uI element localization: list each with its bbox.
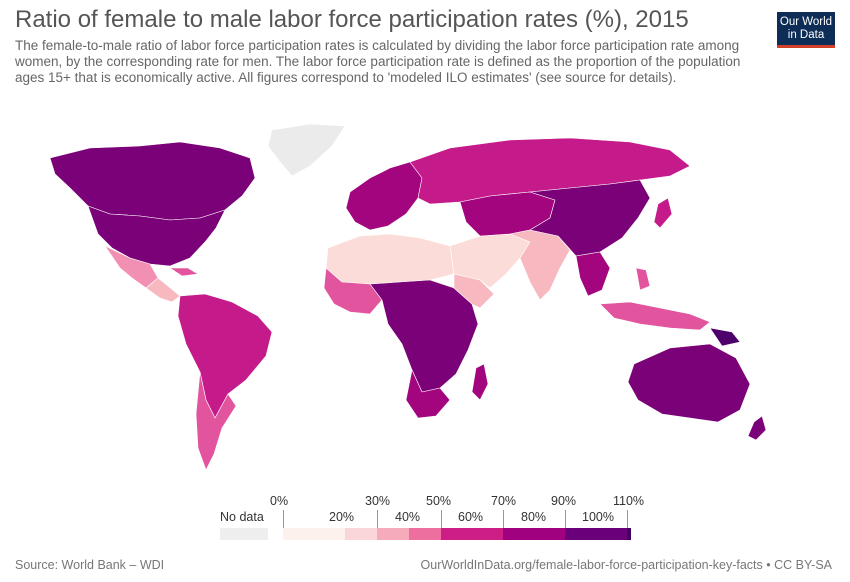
region-madagascar[interactable] — [471, 363, 489, 401]
legend-bottom-label: 60% — [458, 510, 484, 524]
legend-swatch-4 — [441, 528, 503, 540]
region-australia[interactable] — [627, 343, 751, 423]
legend-tick — [283, 510, 284, 528]
legend-top-label: 0% — [270, 494, 289, 508]
region-europe[interactable] — [345, 161, 423, 231]
legend-tick — [377, 510, 378, 528]
region-philippines[interactable] — [635, 267, 651, 291]
legend-top-label: 30% — [365, 494, 391, 508]
legend-swatch-0 — [283, 528, 345, 540]
chart-subtitle: The female-to-male ratio of labor force … — [15, 38, 741, 85]
logo-line-2: in Data — [787, 29, 825, 41]
legend-no-data-swatch — [220, 528, 268, 540]
chart-title: Ratio of female to male labor force part… — [15, 6, 689, 33]
footer-link[interactable]: OurWorldInData.org/female-labor-force-pa… — [420, 558, 832, 572]
legend-swatch-5 — [503, 528, 565, 540]
legend-bottom-label: 20% — [329, 510, 355, 524]
legend-bottom-label: 80% — [521, 510, 547, 524]
region-new-zealand[interactable] — [747, 415, 767, 441]
world-map[interactable] — [10, 118, 830, 496]
region-indonesia[interactable] — [599, 301, 711, 331]
legend-top-label: 50% — [426, 494, 452, 508]
region-east-asia[interactable] — [529, 179, 651, 257]
legend-swatch-2 — [377, 528, 409, 540]
region-south-america-north[interactable] — [177, 293, 273, 419]
legend-swatch-1 — [345, 528, 377, 540]
legend-bottom-label: 100% — [582, 510, 614, 524]
region-west-africa[interactable] — [323, 267, 383, 315]
legend-top-label: 110% — [613, 494, 645, 508]
legend-top-label: 90% — [551, 494, 577, 508]
region-greenland[interactable] — [267, 123, 346, 177]
owid-logo[interactable]: Our World in Data — [777, 12, 835, 48]
legend: No data 0% 30% 50% 70% 90% 110% 20% 40% … — [215, 490, 645, 545]
region-north-africa[interactable] — [325, 233, 455, 285]
region-central-east-africa[interactable] — [369, 279, 479, 393]
legend-swatch-6 — [565, 528, 627, 540]
source-note[interactable]: Source: World Bank – WDI — [15, 558, 165, 572]
region-southern-africa[interactable] — [405, 369, 451, 419]
legend-top-label: 70% — [491, 494, 517, 508]
region-north-america-north[interactable] — [49, 141, 256, 221]
legend-tick — [565, 510, 566, 528]
legend-swatch-3 — [409, 528, 441, 540]
region-usa[interactable] — [87, 205, 226, 267]
legend-bottom-label: 40% — [395, 510, 421, 524]
region-png[interactable] — [709, 327, 741, 347]
logo-line-1: Our World — [779, 16, 833, 28]
legend-tick — [441, 510, 442, 528]
legend-tick — [503, 510, 504, 528]
legend-no-data-label: No data — [220, 510, 264, 524]
legend-swatch-7 — [627, 528, 631, 540]
legend-tick — [627, 510, 628, 528]
region-caribbean[interactable] — [169, 267, 199, 277]
region-japan[interactable] — [653, 197, 673, 229]
region-south-america-south[interactable] — [195, 371, 237, 471]
region-southeast-asia[interactable] — [575, 251, 611, 297]
